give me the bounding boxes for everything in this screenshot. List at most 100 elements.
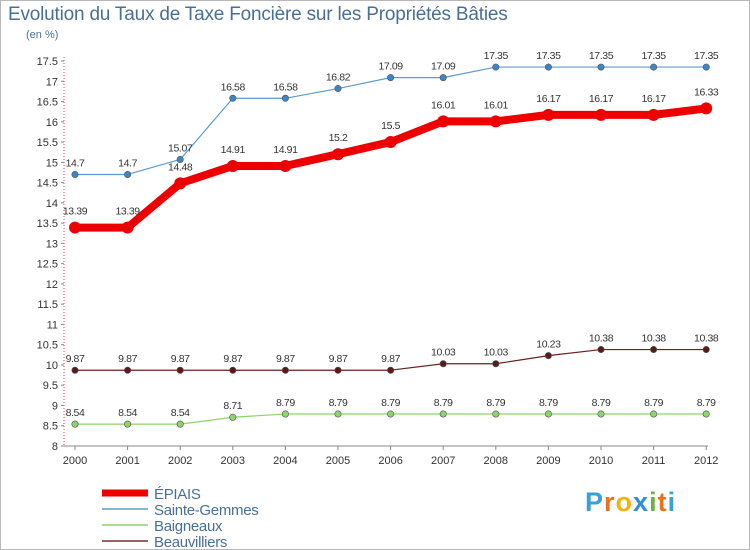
y-tick-label: 8 [52, 441, 58, 453]
data-point [492, 360, 500, 368]
data-label: 9.87 [276, 353, 295, 365]
data-label: 14.91 [273, 144, 298, 156]
data-point [387, 366, 395, 374]
data-point [281, 410, 289, 418]
data-label: 16.17 [589, 93, 614, 105]
data-label: 8.79 [486, 397, 505, 409]
data-label: 8.79 [592, 397, 611, 409]
data-point [544, 410, 552, 418]
data-label: 8.79 [434, 397, 453, 409]
x-tick-label: 2010 [589, 455, 613, 467]
data-label: 15.07 [168, 142, 193, 154]
data-point [439, 410, 447, 418]
y-tick-label: 16.5 [37, 97, 58, 109]
logo-letter: i [667, 487, 677, 517]
data-point [492, 410, 500, 418]
data-label: 16.17 [536, 93, 561, 105]
y-tick-label: 12 [46, 279, 58, 291]
data-point [334, 85, 342, 93]
data-label: 16.01 [484, 99, 509, 111]
data-label: 9.87 [171, 353, 190, 365]
axes: 8 8.5 9 9.5 10 10.5 11 11.5 12 12.5 13 13.5 14 14.5 15… [37, 56, 719, 467]
x-tick-label: 2008 [484, 455, 508, 467]
logo-letter: x [633, 487, 650, 517]
data-label: 14.48 [168, 161, 193, 173]
y-tick-label: 17 [46, 76, 58, 88]
data-label: 10.23 [536, 339, 561, 351]
data-point [437, 115, 450, 128]
data-point [174, 177, 187, 190]
data-point [702, 410, 710, 418]
data-labels-layer: 14.7 14.7 15.07 16.58 16.58 16.82 17.09 17.09 17… [63, 50, 719, 419]
data-point [650, 63, 658, 71]
data-label: 16.58 [221, 81, 246, 93]
y-tick-label: 11.5 [37, 299, 58, 311]
data-point [387, 74, 395, 82]
data-label: 15.5 [381, 120, 400, 132]
data-point [647, 108, 660, 121]
data-label: 10.38 [641, 333, 666, 345]
data-label: 16.82 [326, 72, 351, 84]
data-point [334, 410, 342, 418]
data-point [702, 346, 710, 354]
x-tick-label: 2002 [168, 455, 192, 467]
logo-letter: o [615, 487, 634, 517]
data-point [124, 420, 132, 428]
data-point [281, 94, 289, 102]
y-tick-label: 10.5 [37, 340, 58, 352]
y-tick-label: 12.5 [37, 259, 58, 271]
x-tick-label: 2005 [326, 455, 350, 467]
data-point [229, 366, 237, 374]
data-label: 16.17 [641, 93, 666, 105]
data-label: 8.54 [171, 407, 190, 419]
logo-letter: t [657, 487, 668, 517]
data-label: 17.35 [641, 50, 666, 62]
data-point [281, 366, 289, 374]
data-point [597, 346, 605, 354]
logo-letter: r [604, 487, 616, 517]
data-point [124, 170, 132, 178]
data-label: 8.79 [539, 397, 558, 409]
y-axis-unit-label: (en %) [26, 29, 59, 41]
series-layer [69, 63, 713, 428]
data-point [121, 221, 134, 234]
x-tick-label: 2000 [63, 455, 87, 467]
data-label: 14.91 [221, 144, 246, 156]
data-label: 9.87 [329, 353, 348, 365]
data-label: 9.87 [223, 353, 242, 365]
y-tick-label: 13 [46, 238, 58, 250]
data-point [650, 346, 658, 354]
data-label: 8.71 [223, 400, 242, 412]
y-tick-label: 16 [46, 117, 58, 129]
x-tick-label: 2012 [694, 455, 718, 467]
data-point [702, 63, 710, 71]
data-label: 8.54 [66, 407, 85, 419]
data-point [595, 108, 607, 121]
data-point [71, 170, 79, 178]
data-point [279, 159, 292, 172]
y-tick-label: 10 [46, 360, 58, 372]
data-point [71, 366, 79, 374]
x-tick-label: 2003 [221, 455, 245, 467]
x-tick-label: 2001 [115, 455, 139, 467]
y-tick-label: 9.5 [43, 380, 58, 392]
data-label: 17.35 [694, 50, 719, 62]
x-tick-label: 2007 [431, 455, 455, 467]
data-point [176, 366, 184, 374]
data-point [544, 63, 552, 71]
data-point [700, 102, 713, 115]
data-point [439, 360, 447, 368]
y-tick-label: 14.5 [37, 178, 58, 190]
data-label: 17.35 [589, 50, 614, 62]
y-tick-label: 9 [52, 400, 58, 412]
data-label: 17.35 [536, 50, 561, 62]
data-label: 17.09 [378, 61, 403, 73]
y-tick-label: 14 [46, 198, 58, 210]
data-label: 14.7 [66, 157, 85, 169]
x-tick-label: 2009 [536, 455, 560, 467]
data-label: 8.79 [276, 397, 295, 409]
y-tick-label: 15.5 [37, 137, 58, 149]
data-label: 8.54 [118, 407, 137, 419]
y-tick-label: 11 [47, 319, 58, 331]
data-label: 9.87 [118, 353, 137, 365]
